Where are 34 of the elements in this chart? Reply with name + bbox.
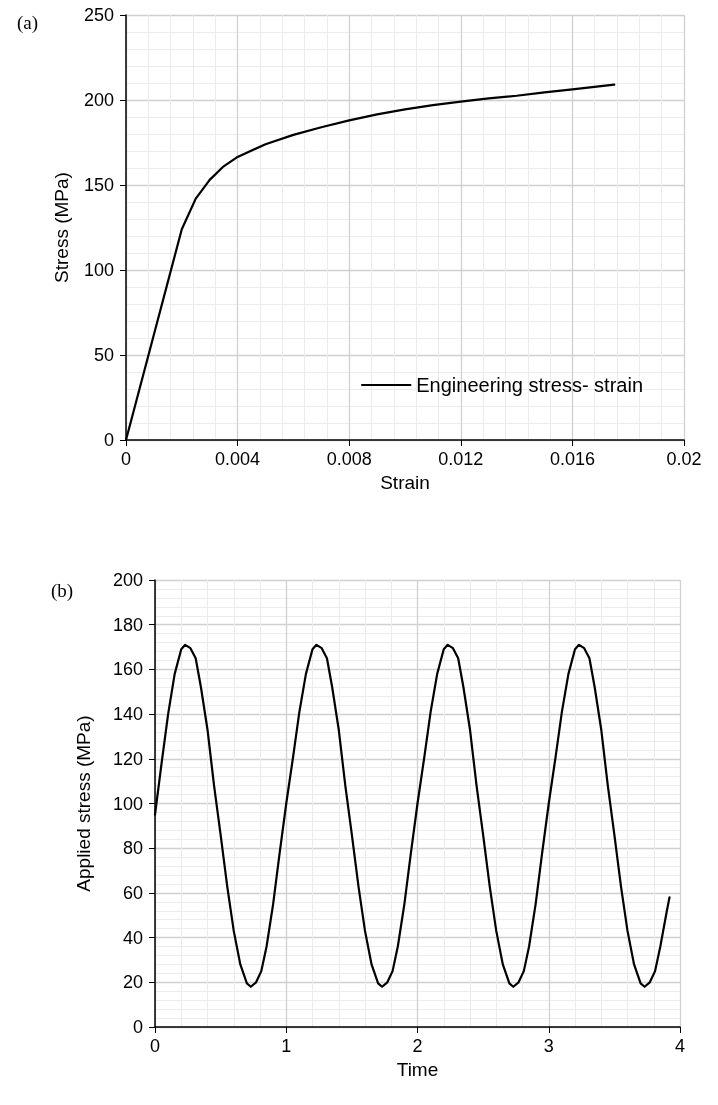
legend-label: Engineering stress- strain [416, 374, 644, 396]
y-tick-label: 60 [122, 882, 143, 903]
x-tick-label: 0.004 [215, 449, 261, 469]
y-tick-label: 250 [83, 5, 114, 25]
y-tick-label: 50 [93, 345, 114, 365]
x-tick-label: 0 [149, 1036, 161, 1056]
x-tick-label: 0.008 [326, 449, 372, 469]
x-tick-label: 1 [281, 1036, 292, 1056]
y-tick-label: 200 [83, 90, 114, 110]
y-tick-label: 40 [122, 927, 143, 948]
y-tick-label: 120 [112, 748, 143, 769]
y-tick-label: 0 [132, 1017, 143, 1037]
y-tick-label: 20 [122, 972, 143, 993]
y-tick-label: 180 [112, 614, 143, 635]
y-tick-label: 150 [83, 175, 114, 195]
x-axis-title: Time [396, 1058, 439, 1080]
x-tick-label: 2 [412, 1036, 423, 1056]
y-tick-label: 100 [83, 260, 114, 280]
y-tick-label: 200 [112, 570, 143, 590]
y-tick-label: 100 [112, 793, 143, 814]
y-axis-title: Stress (MPa) [51, 172, 72, 283]
y-tick-label: 0 [103, 430, 114, 450]
x-tick-label: 0.016 [549, 449, 595, 469]
chart-title: (a) [17, 12, 39, 34]
y-tick-label: 160 [112, 659, 143, 680]
chart-title: (b) [51, 580, 74, 602]
x-tick-label: 3 [543, 1036, 554, 1056]
x-tick-label: 4 [674, 1036, 686, 1056]
y-tick-label: 80 [122, 838, 143, 859]
x-tick-label: 0.012 [438, 449, 484, 469]
y-axis-title: Applied stress (MPa) [73, 715, 94, 892]
x-axis-title: Strain [380, 471, 430, 493]
x-tick-label: 0.02 [666, 449, 702, 469]
y-tick-label: 140 [112, 704, 143, 725]
